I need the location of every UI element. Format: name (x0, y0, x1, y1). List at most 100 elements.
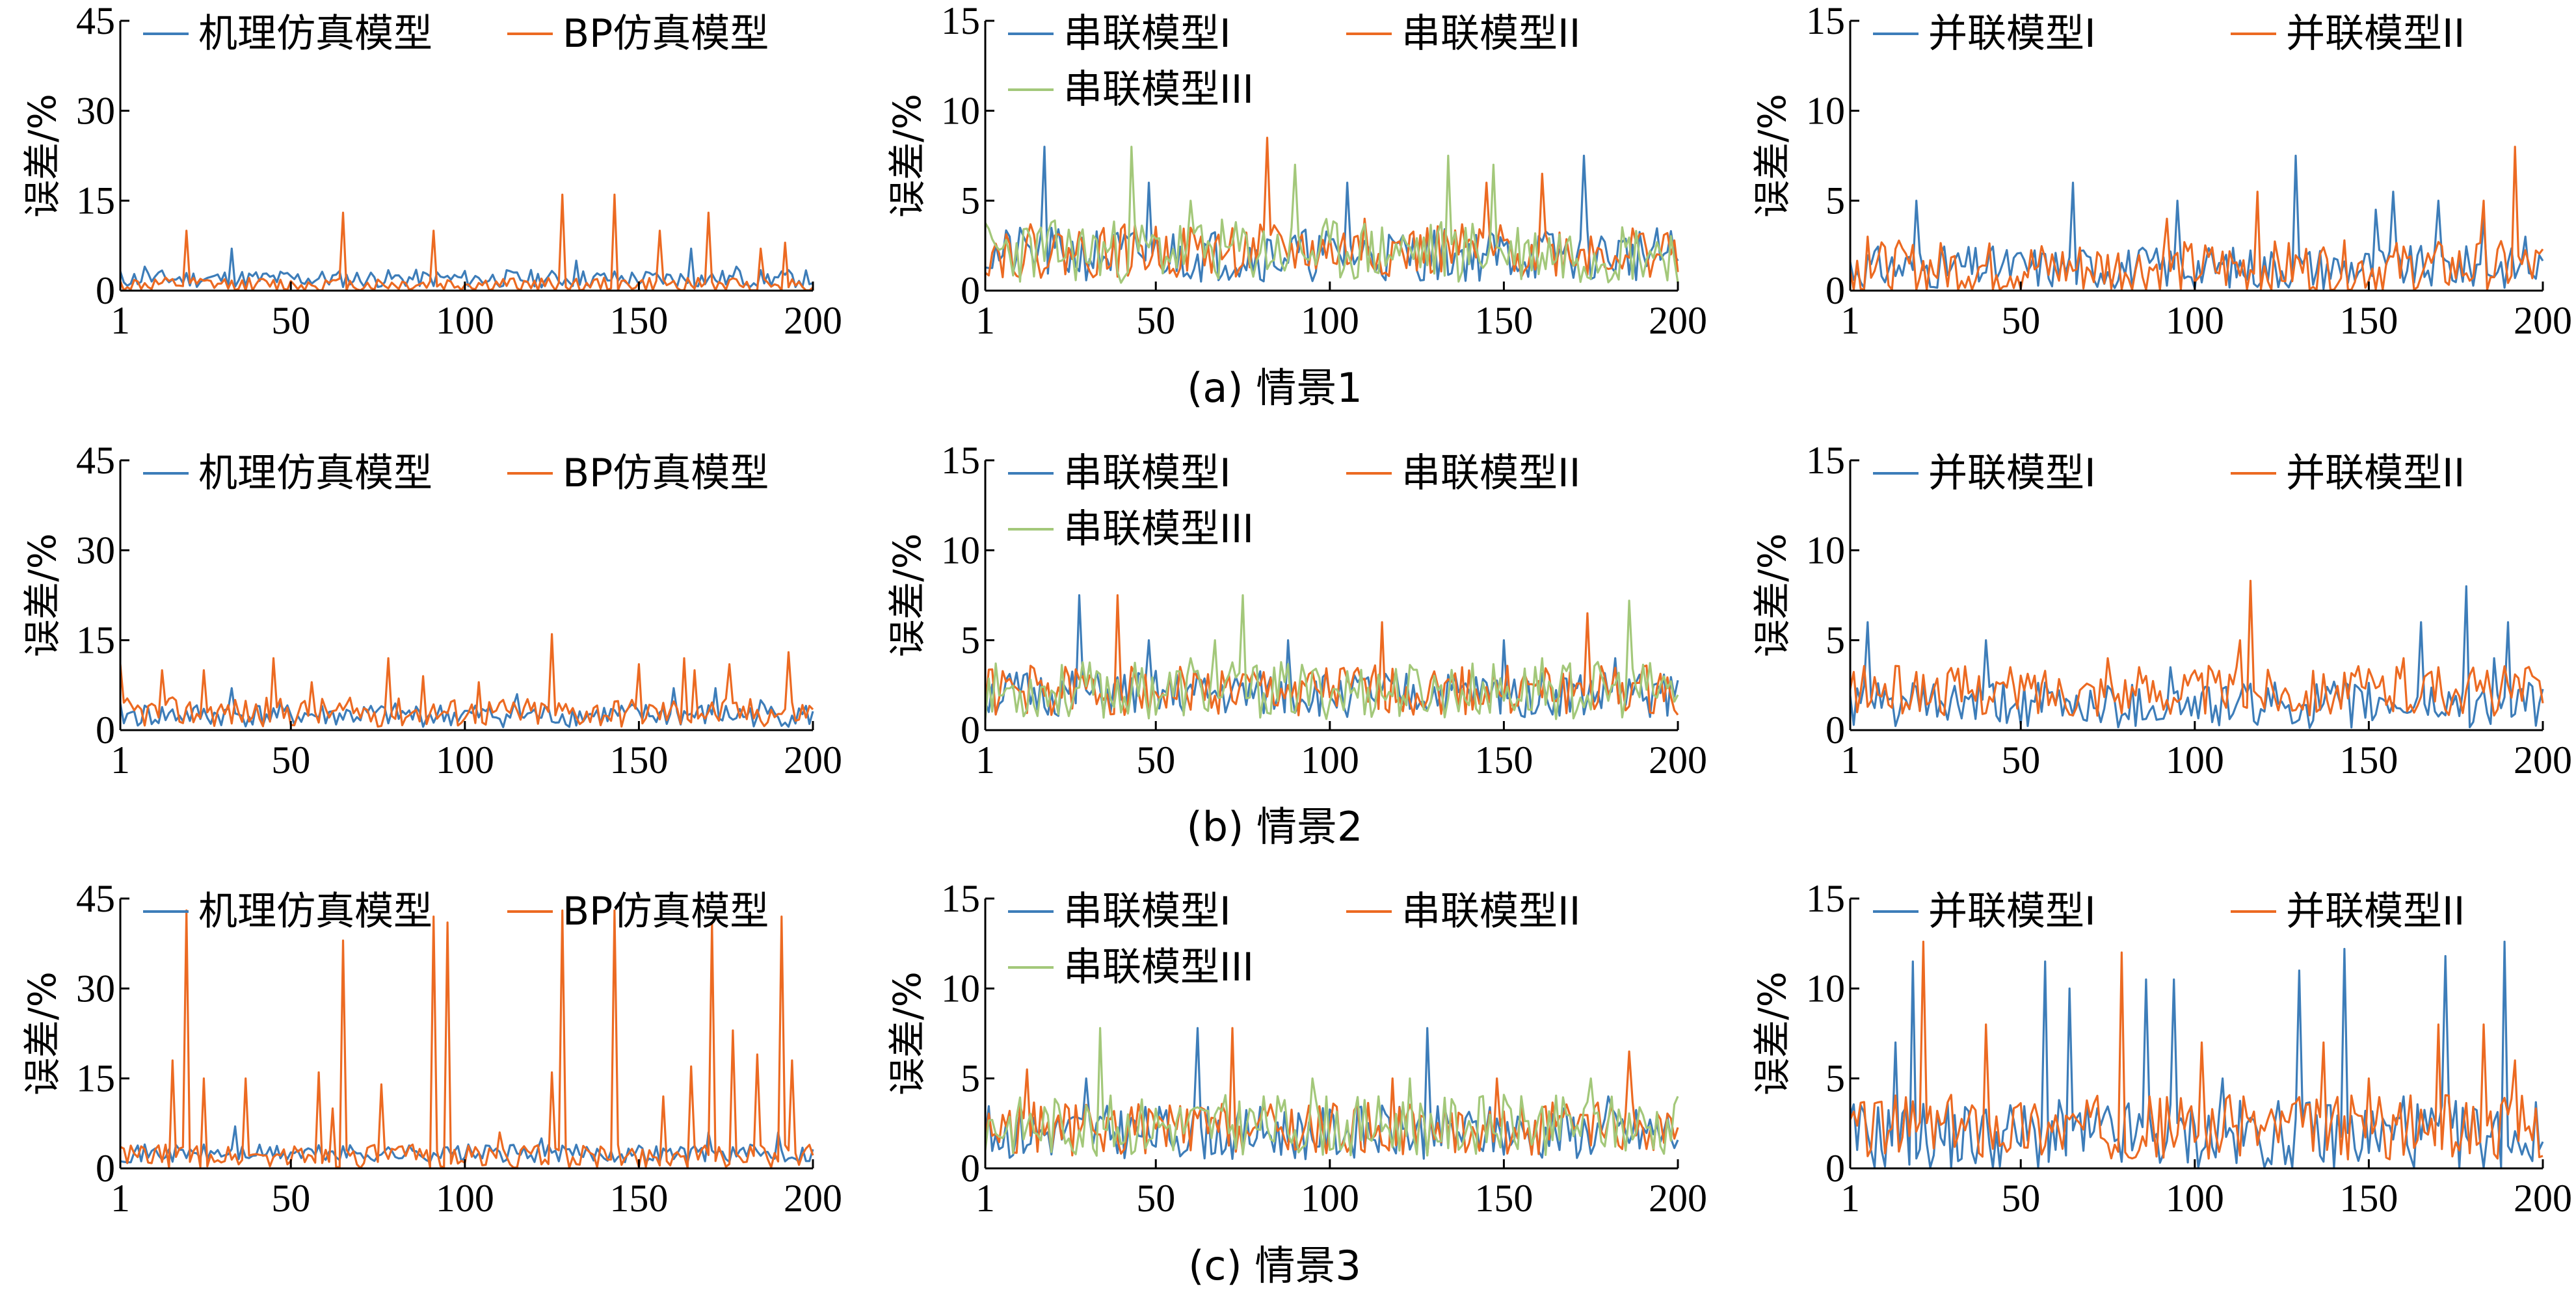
y-tick-label: 30 (76, 89, 115, 132)
legend-label: BP仿真模型 (563, 889, 769, 934)
series-line-2 (984, 594, 1679, 716)
x-tick-label: 100 (436, 1177, 494, 1220)
y-tick-label: 15 (1806, 439, 1845, 482)
legend-label: 串联模型III (1063, 67, 1254, 112)
y-tick-label: 0 (961, 709, 980, 752)
y-tick-label: 10 (1806, 529, 1845, 572)
y-tick-label: 5 (961, 619, 980, 662)
x-tick-label: 200 (1649, 739, 1707, 782)
y-tick-label: 10 (941, 967, 980, 1010)
x-tick-label: 200 (1649, 1177, 1707, 1220)
y-axis-label: 误差/% (885, 971, 929, 1096)
caption-b: (b) 情景2 (1187, 803, 1363, 850)
series-line-3 (984, 146, 1679, 284)
x-tick-label: 100 (1301, 739, 1359, 782)
y-tick-label: 5 (961, 179, 980, 222)
x-tick-label: 50 (1136, 299, 1175, 342)
legend-label: 并联模型I (1928, 889, 2096, 934)
legend-label: BP仿真模型 (563, 451, 769, 496)
x-tick-label: 200 (784, 299, 842, 342)
y-tick-label: 45 (76, 439, 115, 482)
x-tick-label: 150 (609, 1177, 668, 1220)
x-tick-label: 1 (1840, 299, 1860, 342)
legend-label: 并联模型I (1928, 451, 2096, 496)
y-tick-label: 0 (96, 1147, 115, 1190)
legend-label: 串联模型II (1401, 889, 1580, 934)
x-tick-label: 50 (271, 299, 310, 342)
legend-label: BP仿真模型 (563, 11, 769, 57)
x-tick-label: 100 (2166, 1177, 2224, 1220)
y-axis-label: 误差/% (1750, 533, 1794, 657)
y-tick-label: 15 (1806, 877, 1845, 920)
y-tick-label: 0 (961, 269, 980, 312)
series-line-3 (984, 1027, 1679, 1157)
x-tick-label: 200 (2514, 299, 2572, 342)
x-tick-label: 200 (784, 1177, 842, 1220)
x-tick-label: 100 (1301, 1177, 1359, 1220)
y-tick-label: 15 (76, 619, 115, 662)
x-tick-label: 1 (976, 739, 995, 782)
y-tick-label: 5 (1826, 619, 1845, 662)
legend-label: 串联模型I (1063, 451, 1231, 496)
series-line-2 (120, 909, 814, 1170)
y-tick-label: 0 (1826, 1147, 1845, 1190)
y-tick-label: 15 (941, 439, 980, 482)
series-line-2 (1849, 940, 2543, 1161)
y-tick-label: 5 (1826, 1057, 1845, 1100)
x-tick-label: 150 (2339, 299, 2398, 342)
x-tick-label: 1 (111, 1177, 130, 1220)
x-tick-label: 100 (436, 299, 494, 342)
legend-label: 串联模型I (1063, 11, 1231, 57)
x-tick-label: 100 (2166, 739, 2224, 782)
legend-label: 串联模型III (1063, 506, 1254, 552)
y-tick-label: 45 (76, 877, 115, 920)
y-axis-label: 误差/% (1750, 971, 1794, 1096)
y-tick-label: 0 (96, 269, 115, 312)
legend-label: 并联模型II (2286, 11, 2465, 57)
series-line-1 (1849, 154, 2544, 290)
y-tick-label: 0 (961, 1147, 980, 1190)
legend-label: 串联模型I (1063, 889, 1231, 934)
legend-label: 机理仿真模型 (198, 889, 432, 934)
x-tick-label: 50 (2001, 1177, 2040, 1220)
y-tick-label: 10 (1806, 89, 1845, 132)
legend-label: 并联模型II (2286, 889, 2465, 934)
x-tick-label: 150 (1474, 299, 1533, 342)
y-axis-label: 误差/% (20, 971, 64, 1096)
legend-label: 串联模型II (1401, 451, 1580, 496)
x-tick-label: 150 (2339, 739, 2398, 782)
series-line-2 (1849, 579, 2544, 717)
series-line-1 (1849, 940, 2544, 1169)
x-tick-label: 1 (111, 739, 130, 782)
series-line-2 (985, 137, 1679, 279)
series-line-1 (984, 1027, 1679, 1161)
series-line-3 (984, 594, 1679, 720)
x-tick-label: 100 (2166, 299, 2224, 342)
legend-label: 串联模型III (1063, 945, 1254, 990)
y-tick-label: 10 (941, 89, 980, 132)
x-tick-label: 200 (2514, 739, 2572, 782)
x-tick-label: 150 (609, 739, 668, 782)
y-tick-label: 5 (1826, 179, 1845, 222)
y-tick-label: 15 (941, 0, 980, 42)
x-tick-label: 1 (1840, 1177, 1860, 1220)
x-tick-label: 100 (436, 739, 494, 782)
y-tick-label: 30 (76, 967, 115, 1010)
y-tick-label: 5 (961, 1057, 980, 1100)
x-tick-label: 50 (271, 739, 310, 782)
x-tick-label: 50 (1136, 739, 1175, 782)
series-line-2 (1849, 146, 2544, 291)
y-tick-label: 15 (941, 877, 980, 920)
x-tick-label: 50 (2001, 739, 2040, 782)
x-tick-label: 150 (2339, 1177, 2398, 1220)
y-tick-label: 30 (76, 529, 115, 572)
y-axis-label: 误差/% (20, 94, 64, 218)
legend-label: 机理仿真模型 (198, 451, 432, 496)
x-tick-label: 200 (2514, 1177, 2572, 1220)
